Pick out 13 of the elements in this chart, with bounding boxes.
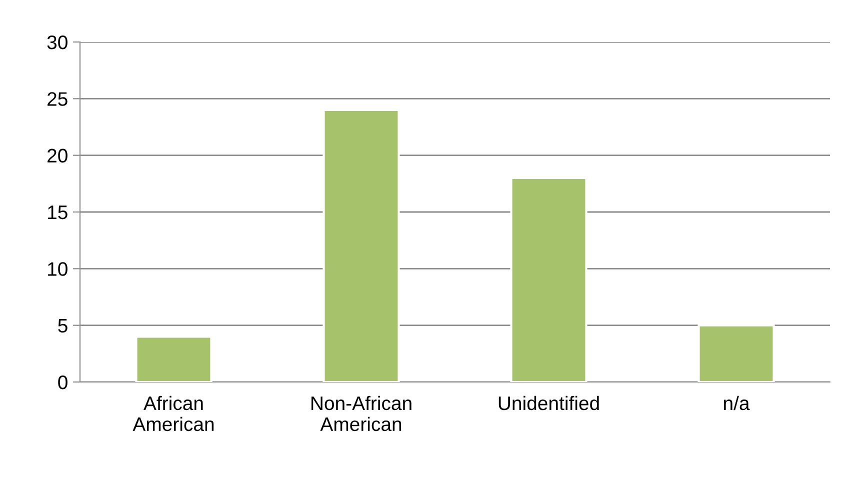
y-tick-label: 20 [48,148,68,163]
y-tick-label: 5 [58,319,68,333]
y-tick-label: 10 [48,262,68,276]
y-tick-label: 15 [48,206,68,220]
x-tick-label: African American [132,396,214,432]
x-tick-label: Unidentified [498,396,599,410]
bar [698,324,775,382]
y-tick-label: 0 [58,375,68,390]
y-tick-label: 30 [47,35,68,50]
x-tick-label: n/a [724,396,750,410]
bar [135,336,212,382]
y-tick-label: 25 [48,92,68,106]
x-tick-label: Non-African American [312,396,412,432]
